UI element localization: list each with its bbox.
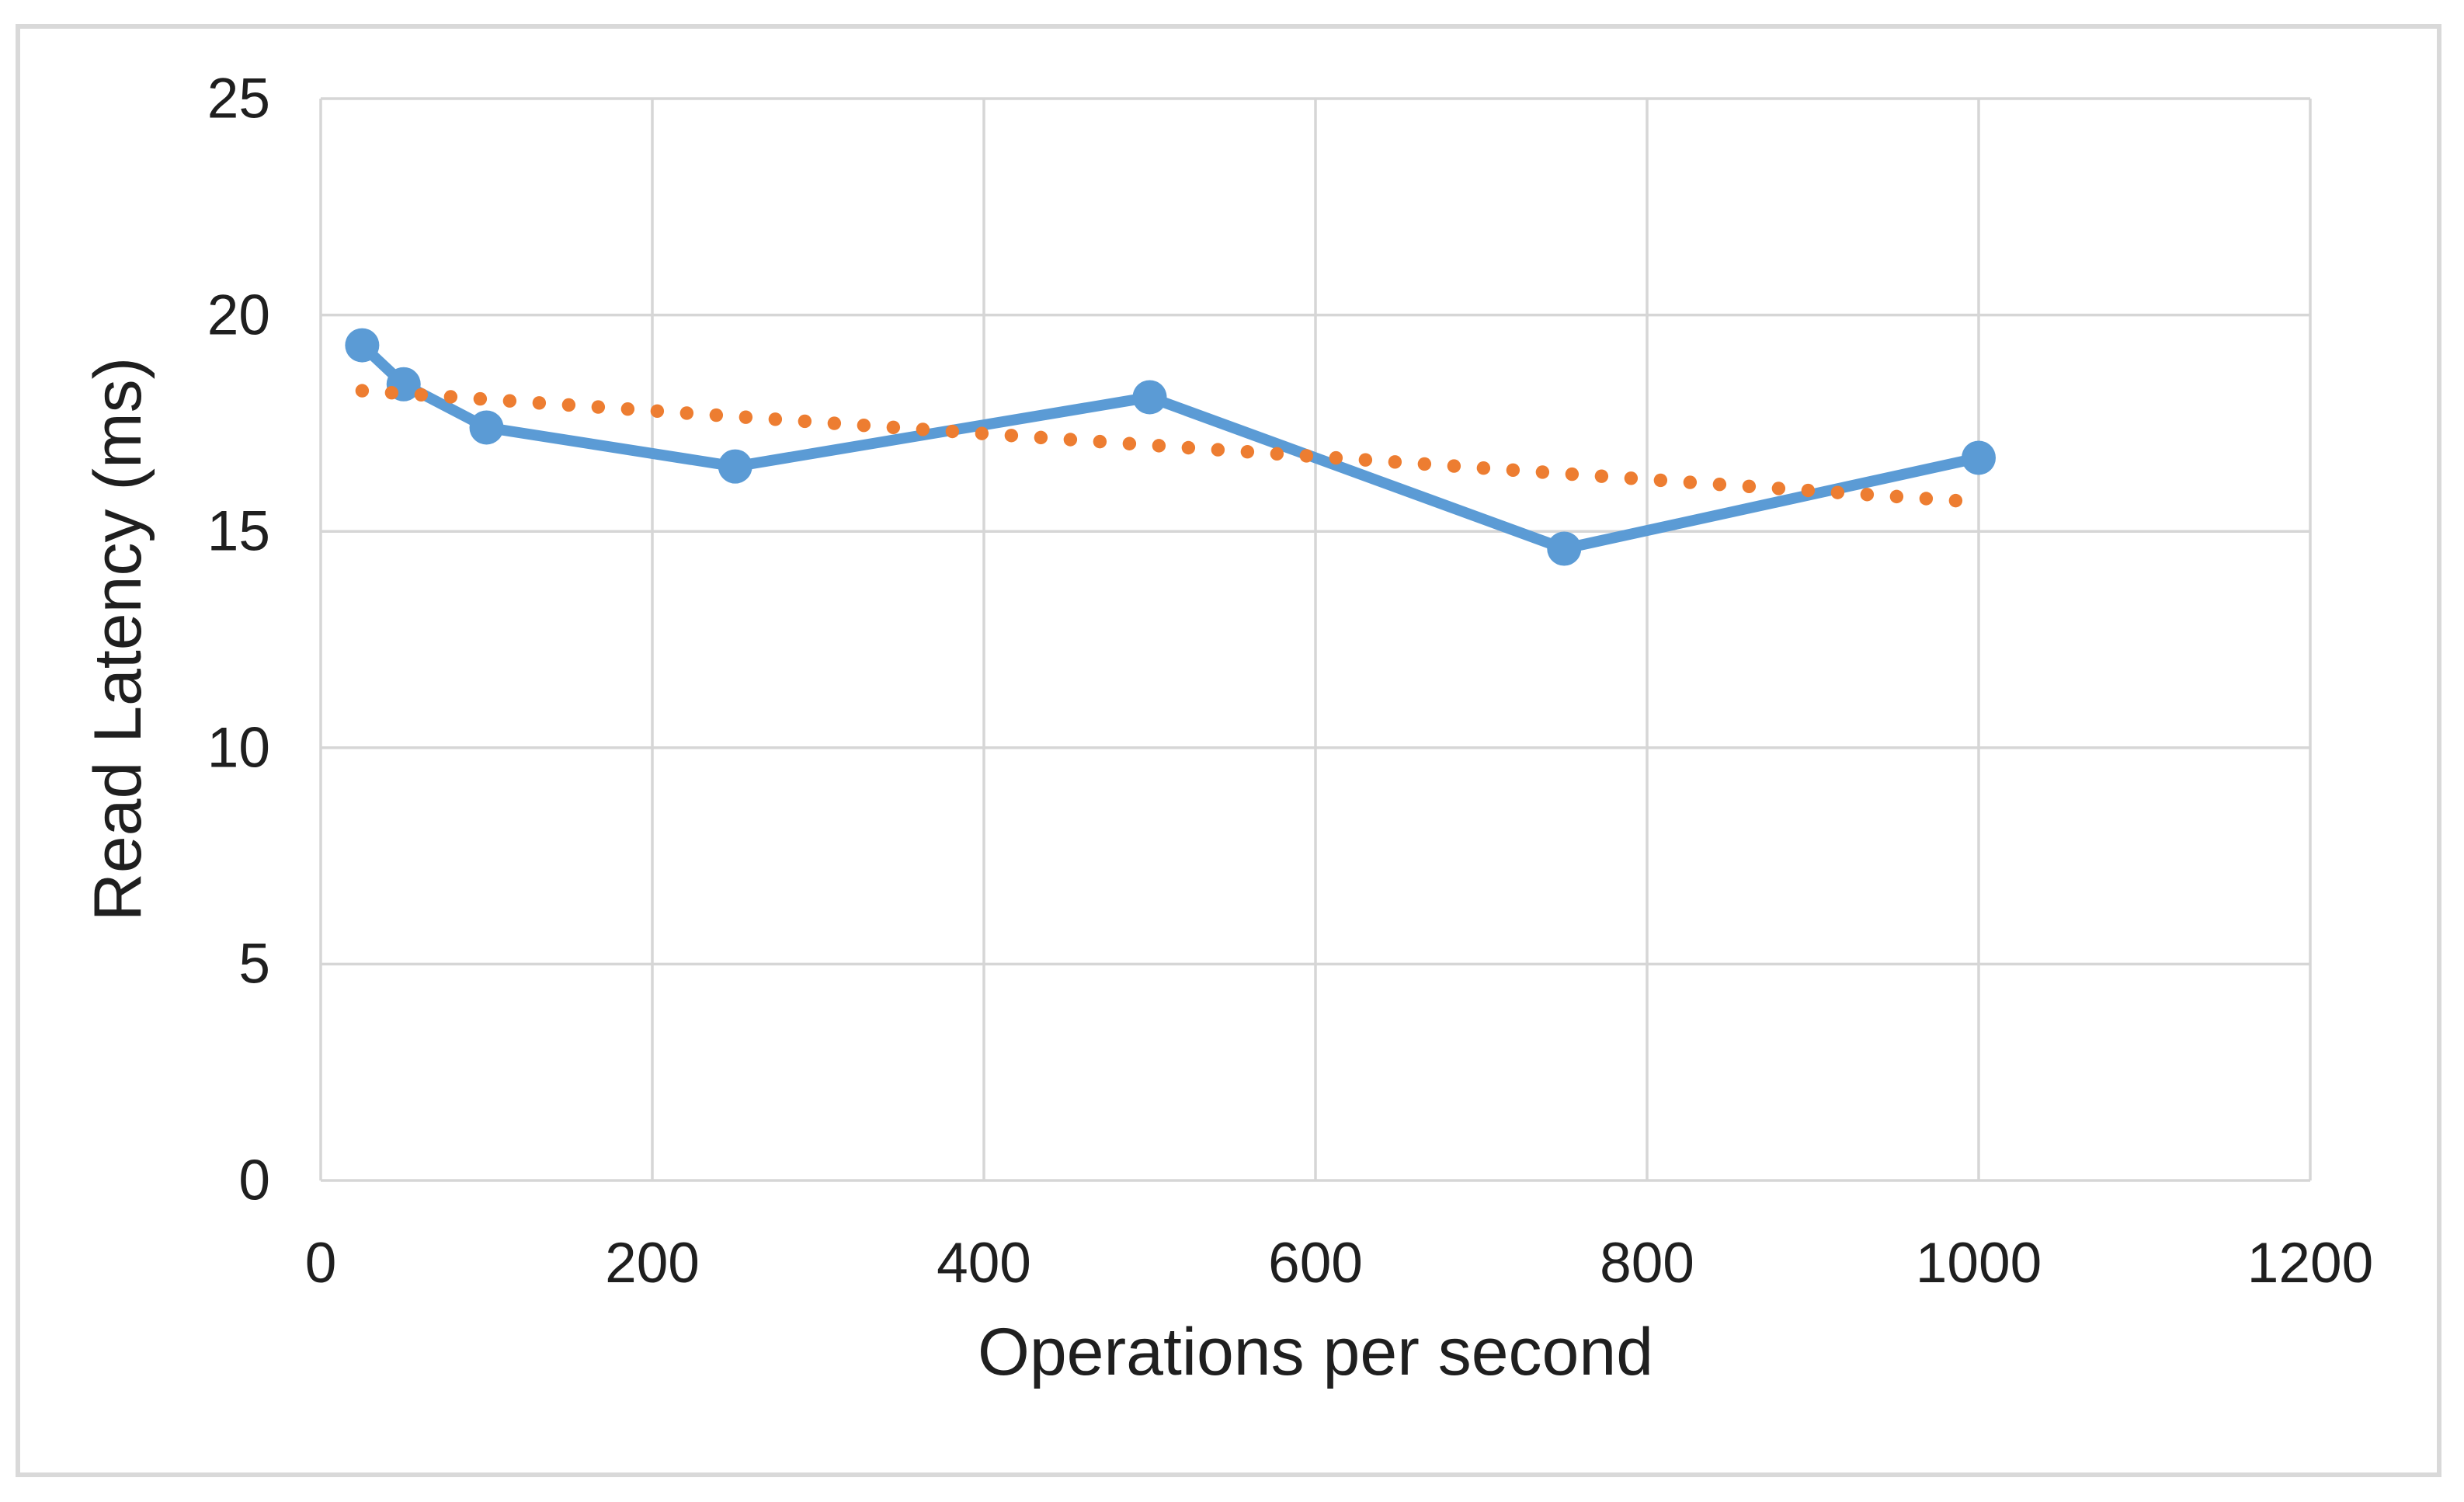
data-point-marker (1962, 440, 1996, 475)
trendline-dot (827, 416, 842, 430)
trendline-dot (1712, 477, 1727, 492)
trendline-dot (1034, 430, 1048, 445)
trendline-dot (1830, 485, 1845, 499)
data-point-marker (1132, 380, 1167, 415)
latency-line (356, 339, 1984, 555)
x-tick-label: 1000 (1915, 1232, 2042, 1295)
trendline-dot (798, 414, 812, 429)
trendline-dot (1122, 436, 1137, 450)
trendline-dot (1801, 483, 1816, 498)
data-point-marker (469, 410, 504, 445)
y-tick-label: 10 (207, 716, 270, 780)
data-point-marker (1547, 531, 1582, 566)
trendline-dot (502, 394, 517, 408)
trendline-dot (1447, 459, 1461, 473)
trendline-dot (1211, 443, 1225, 457)
trendline-dot (1683, 475, 1698, 489)
trendline-dot (355, 384, 370, 398)
trendline-dot (561, 398, 576, 412)
trendline-dot (1270, 447, 1284, 461)
data-point-marker (718, 449, 752, 484)
trendline-dot (1594, 469, 1609, 483)
trendline-dot (620, 402, 635, 416)
trendline-dot (945, 424, 960, 439)
trendline-dot (857, 418, 871, 433)
trendline-dot (1152, 439, 1166, 453)
trendline-dot (1535, 465, 1550, 479)
trendline-dot (1299, 449, 1314, 463)
trendline-dot (1181, 440, 1196, 455)
trendline-dot (886, 420, 901, 434)
x-tick-label: 800 (1600, 1232, 1694, 1295)
y-tick-label: 25 (207, 67, 270, 130)
x-tick-label: 400 (937, 1232, 1031, 1295)
trendline-dot (443, 390, 458, 404)
trendline-dot (532, 396, 547, 410)
data-point-marker (345, 328, 380, 363)
trendline-dot (591, 400, 606, 414)
trendline-dot (916, 422, 930, 436)
y-tick-label: 15 (207, 499, 270, 563)
y-tick-label: 0 (238, 1149, 270, 1212)
trendline-dot (1889, 489, 1904, 504)
trendline-dot (414, 388, 429, 402)
y-tick-label: 20 (207, 283, 270, 347)
trendline-dot (384, 386, 399, 400)
x-tick-label: 600 (1268, 1232, 1363, 1295)
x-tick-label: 1200 (2247, 1232, 2374, 1295)
x-axis-title: Operations per second (977, 1315, 1654, 1389)
chart-border (16, 24, 2441, 1477)
trendline-dot (1358, 453, 1373, 467)
trendline-dot (1476, 461, 1491, 475)
trendline-dot (1388, 455, 1402, 469)
trendline-dot (739, 410, 753, 424)
x-tick-label: 0 (304, 1232, 337, 1295)
trendline-dot (1948, 493, 1963, 508)
trendline-dot (1919, 492, 1934, 506)
trendline-dot (1860, 488, 1875, 502)
trendline-dot (1742, 479, 1757, 493)
trendline-dot (768, 412, 783, 426)
x-tick-label: 200 (605, 1232, 700, 1295)
trendline-dot (1093, 434, 1107, 449)
trendline-dot (1240, 445, 1255, 459)
trendline-dot (1624, 471, 1639, 485)
trendline-dot (1771, 482, 1786, 495)
y-axis-title: Read Latency (ms) (81, 356, 155, 922)
trendline-dot (709, 408, 724, 422)
trendline-dot (975, 426, 989, 440)
trendline-dot (1653, 473, 1668, 488)
y-tick-label: 5 (238, 932, 270, 996)
trendline-dot (1565, 467, 1580, 482)
trendline-dot (650, 404, 665, 419)
trendline-dot (1506, 463, 1520, 478)
trendline-dot (1417, 457, 1432, 471)
trendline-dot (1329, 450, 1343, 465)
trendline-dot (1063, 433, 1078, 447)
trendline-dot (679, 406, 694, 420)
trendline-dot (473, 391, 488, 406)
trendline-dot (1004, 429, 1019, 443)
